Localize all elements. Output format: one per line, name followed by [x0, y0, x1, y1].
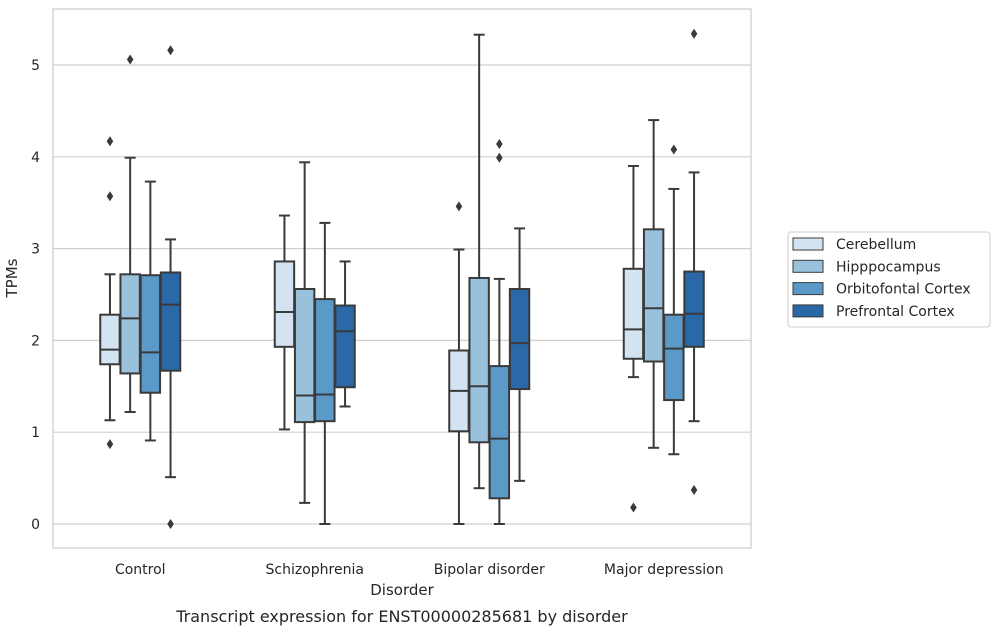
box-plot-area [99, 28, 705, 529]
legend-swatch [792, 237, 824, 251]
x-tick-label: Bipolar disorder [434, 562, 545, 578]
box-iqr [642, 228, 665, 363]
outlier-point [106, 136, 114, 147]
legend-label: Cerebellum [836, 237, 916, 253]
plot-frame [52, 8, 752, 549]
box-iqr [622, 267, 645, 360]
outlier-point [106, 439, 114, 450]
outlier-point [496, 152, 503, 163]
box-prefrontal-cortex [508, 227, 531, 482]
box-iqr [468, 276, 490, 444]
box-orbitofontal-cortex [314, 221, 336, 525]
outlier-point [690, 485, 698, 496]
x-tick-label: Control [115, 562, 166, 578]
outlier-point [455, 201, 463, 212]
legend-item: Cerebellum [792, 237, 916, 253]
box-iqr [99, 313, 121, 366]
legend-item: Hipppocampus [792, 259, 941, 275]
box-cerebellum [622, 164, 645, 513]
y-axis-ticks: 0 1 2 3 4 5 [31, 58, 40, 533]
x-tick-label: Major depression [604, 562, 724, 578]
box-orbitofontal-cortex [663, 144, 685, 456]
box-hipppocampus [468, 33, 490, 490]
legend-swatch [792, 304, 824, 318]
box-prefrontal-cortex [159, 45, 182, 529]
box-cerebellum [273, 214, 296, 431]
x-axis-ticks: Control Schizophrenia Bipolar disorder Majo… [115, 562, 724, 578]
outlier-point [670, 144, 678, 155]
outlier-point [496, 138, 503, 149]
box-iqr [663, 313, 685, 402]
legend: Cerebellum Hipppocampus Orbitofontal Corte… [787, 231, 991, 328]
legend-item: Orbitofontal Cortex [792, 282, 971, 298]
outlier-point [630, 502, 637, 513]
y-tick-label: 3 [31, 242, 40, 258]
outlier-point [690, 28, 698, 39]
box-iqr [293, 287, 316, 424]
box-iqr [508, 287, 531, 391]
box-iqr [139, 274, 162, 394]
box-cerebellum [448, 201, 470, 525]
outlier-point [167, 45, 174, 56]
legend-label: Orbitofontal Cortex [836, 282, 971, 298]
box-prefrontal-cortex [683, 28, 705, 496]
y-tick-label: 5 [31, 58, 40, 74]
legend-item: Prefrontal Cortex [792, 304, 955, 320]
box-iqr [119, 273, 141, 375]
legend-label: Hipppocampus [836, 259, 941, 275]
box-cerebellum [99, 136, 121, 450]
x-tick-label: Schizophrenia [266, 562, 364, 578]
box-orbitofontal-cortex [488, 138, 511, 525]
box-hipppocampus [642, 119, 665, 449]
box-hipppocampus [293, 161, 316, 504]
outlier-point [167, 519, 174, 529]
box-iqr [273, 260, 296, 348]
chart-caption: Transcript expression for ENST0000028568… [175, 607, 628, 626]
box-iqr [159, 271, 182, 372]
y-tick-label: 1 [31, 425, 40, 441]
y-tick-label: 2 [31, 333, 40, 349]
legend-swatch [792, 259, 824, 273]
x-axis-label: Disorder [370, 581, 434, 599]
box-iqr [334, 304, 356, 389]
box-prefrontal-cortex [334, 260, 356, 408]
outlier-point [106, 191, 114, 202]
legend-label: Prefrontal Cortex [836, 304, 955, 320]
box-iqr [683, 270, 705, 348]
y-axis-label: TPMs [3, 258, 21, 298]
y-tick-label: 0 [31, 517, 40, 533]
y-tick-label: 4 [31, 150, 40, 166]
box-iqr [314, 298, 336, 423]
legend-frame [787, 231, 991, 328]
outlier-point [126, 54, 134, 65]
legend-swatch [792, 282, 824, 296]
box-orbitofontal-cortex [139, 180, 162, 442]
box-iqr [488, 365, 511, 500]
box-hipppocampus [119, 54, 141, 414]
